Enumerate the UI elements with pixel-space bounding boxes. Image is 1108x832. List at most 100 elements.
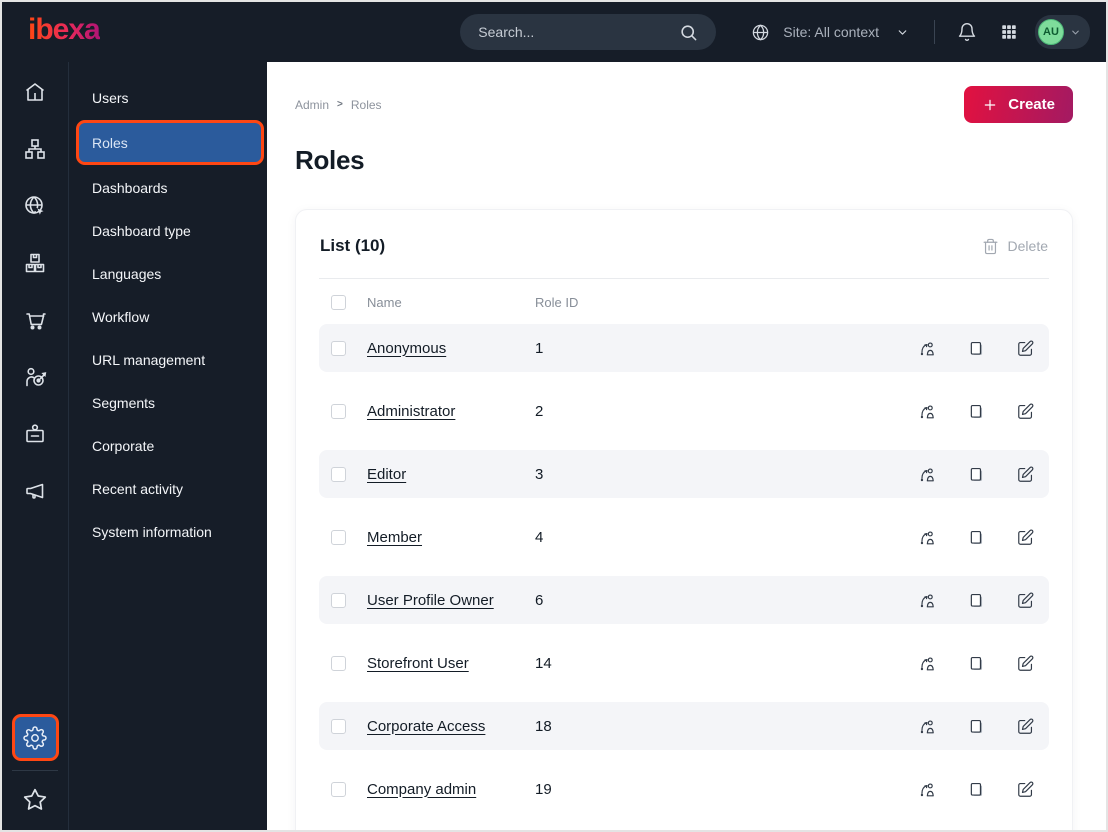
main-content: Admin > Roles Create Roles List (10) — [267, 62, 1106, 830]
assign-user-button[interactable] — [915, 525, 939, 549]
menu-item[interactable]: URL management — [69, 338, 267, 381]
copy-role-button[interactable] — [964, 525, 988, 549]
row-checkbox[interactable] — [331, 718, 346, 734]
copy-icon — [967, 591, 986, 610]
edit-role-button[interactable] — [1013, 777, 1037, 801]
breadcrumb-admin[interactable]: Admin — [295, 97, 330, 112]
app-grid-icon[interactable] — [995, 18, 1023, 46]
role-name-link[interactable]: Editor — [367, 465, 407, 483]
role-name-link[interactable]: Member — [367, 528, 423, 546]
sidebar-item-marketing[interactable] — [15, 471, 55, 511]
role-name-link[interactable]: User Profile Owner — [367, 591, 494, 609]
edit-role-button[interactable] — [1013, 714, 1037, 738]
menu-item-label: URL management — [92, 351, 206, 368]
assign-user-button[interactable] — [915, 399, 939, 423]
edit-icon — [1016, 654, 1035, 673]
menu-item[interactable]: Languages — [69, 252, 267, 295]
sidebar-item-commerce[interactable] — [15, 300, 55, 340]
copy-role-button[interactable] — [964, 588, 988, 612]
copy-role-button[interactable] — [964, 777, 988, 801]
row-checkbox[interactable] — [331, 655, 346, 671]
card-divider — [319, 278, 1049, 279]
menu-item[interactable]: System information — [69, 510, 267, 553]
row-checkbox[interactable] — [331, 466, 346, 482]
role-name-link[interactable]: Anonymous — [367, 339, 447, 357]
assign-user-button[interactable] — [915, 462, 939, 486]
copy-role-button[interactable] — [964, 336, 988, 360]
row-checkbox[interactable] — [331, 403, 346, 419]
breadcrumb: Admin > Roles — [295, 98, 382, 112]
role-name-link[interactable]: Corporate Access — [367, 717, 486, 735]
edit-role-button[interactable] — [1013, 336, 1037, 360]
sidebar-item-home[interactable] — [15, 72, 55, 112]
table-header: Name Role ID — [319, 279, 1049, 324]
role-name-link[interactable]: Administrator — [367, 402, 456, 420]
settings-gear-icon — [23, 725, 47, 750]
assign-user-icon — [918, 339, 937, 358]
copy-icon — [967, 339, 986, 358]
edit-role-button[interactable] — [1013, 588, 1037, 612]
create-button[interactable]: Create — [964, 86, 1073, 123]
sidebar-item-admin[interactable] — [11, 714, 59, 761]
assign-user-button[interactable] — [915, 777, 939, 801]
edit-icon — [1016, 402, 1035, 421]
menu-item[interactable]: Workflow — [69, 295, 267, 338]
assign-user-icon — [918, 402, 937, 421]
assign-user-button[interactable] — [915, 714, 939, 738]
delete-button[interactable]: Delete — [982, 238, 1048, 255]
edit-role-button[interactable] — [1013, 525, 1037, 549]
row-checkbox[interactable] — [331, 340, 346, 356]
row-checkbox[interactable] — [331, 592, 346, 608]
search-icon[interactable] — [674, 18, 702, 46]
menu-item[interactable]: Dashboard type — [69, 209, 267, 252]
notifications-bell-icon[interactable] — [953, 18, 981, 46]
chevron-down-icon — [888, 18, 916, 46]
menu-item[interactable]: Segments — [69, 381, 267, 424]
sidebar-item-site[interactable] — [15, 186, 55, 226]
edit-role-button[interactable] — [1013, 651, 1037, 675]
avatar[interactable]: AU — [1038, 19, 1064, 45]
sidebar-item-product-catalog[interactable] — [15, 243, 55, 283]
topbar-divider — [934, 20, 935, 44]
menu-item[interactable]: Recent activity — [69, 467, 267, 510]
row-checkbox[interactable] — [331, 781, 346, 797]
role-id-value: 2 — [535, 402, 544, 420]
table-row: Member 4 — [319, 513, 1049, 561]
sidebar-item-content[interactable] — [15, 129, 55, 169]
edit-icon — [1016, 339, 1035, 358]
roles-list-card: List (10) Delete Name Role ID — [295, 209, 1073, 830]
edit-role-button[interactable] — [1013, 462, 1037, 486]
row-checkbox[interactable] — [331, 529, 346, 545]
global-search[interactable] — [460, 14, 717, 50]
sidebar-item-bookmarks[interactable] — [15, 780, 55, 820]
menu-item[interactable]: Roles — [76, 120, 264, 165]
main-nav-rail — [2, 62, 69, 830]
ibexa-logo[interactable]: ibexa — [28, 15, 101, 49]
user-menu[interactable]: AU — [1035, 15, 1090, 49]
site-context-selector[interactable]: Site: All context — [746, 18, 916, 46]
assign-user-button[interactable] — [915, 336, 939, 360]
menu-item-label: Roles — [92, 134, 128, 151]
select-all-checkbox[interactable] — [331, 295, 346, 310]
edit-icon — [1016, 465, 1035, 484]
role-name-link[interactable]: Company admin — [367, 780, 477, 798]
column-header-name: Name — [367, 295, 402, 310]
edit-icon — [1016, 528, 1035, 547]
copy-icon — [967, 717, 986, 736]
sidebar-item-personalization[interactable] — [15, 357, 55, 397]
assign-user-button[interactable] — [915, 588, 939, 612]
copy-role-button[interactable] — [964, 399, 988, 423]
copy-icon — [967, 654, 986, 673]
menu-item[interactable]: Dashboards — [69, 166, 267, 209]
copy-role-button[interactable] — [964, 651, 988, 675]
role-name-link[interactable]: Storefront User — [367, 654, 469, 672]
menu-item[interactable]: Corporate — [69, 424, 267, 467]
menu-item[interactable]: Users — [69, 76, 267, 119]
search-input[interactable] — [478, 24, 675, 40]
copy-role-button[interactable] — [964, 714, 988, 738]
sidebar-item-corporate[interactable] — [15, 414, 55, 454]
assign-user-button[interactable] — [915, 651, 939, 675]
copy-role-button[interactable] — [964, 462, 988, 486]
edit-role-button[interactable] — [1013, 399, 1037, 423]
plus-icon — [982, 97, 998, 113]
